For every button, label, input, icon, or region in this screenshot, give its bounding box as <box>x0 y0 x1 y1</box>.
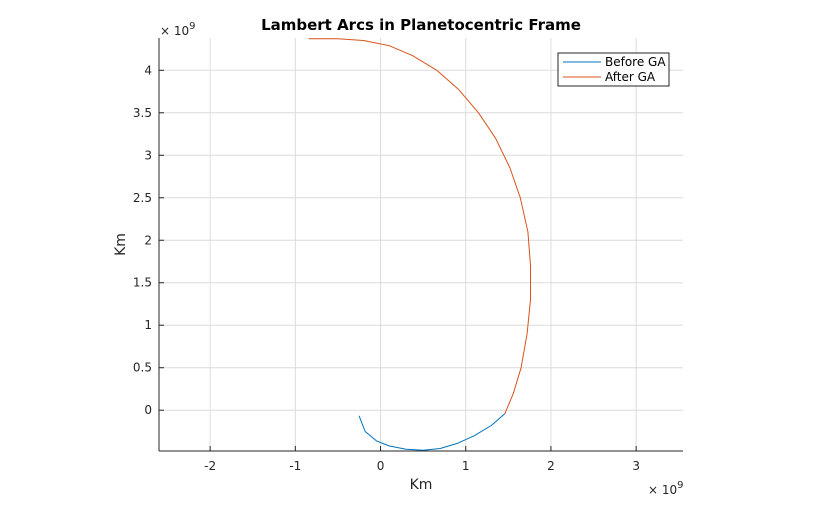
y-tick-label: 4 <box>144 63 152 77</box>
y-axis-label: Km <box>113 233 129 256</box>
y-axis-exponent: × 109 <box>160 21 196 38</box>
y-tick-label: 3.5 <box>133 106 152 120</box>
legend-label-before-ga: Before GA <box>605 55 666 69</box>
y-tick-label: 1 <box>144 318 152 332</box>
legend: Before GA After GA <box>557 52 670 87</box>
x-axis-exponent-base: × 10 <box>648 483 677 497</box>
x-tick-label: -1 <box>289 459 301 473</box>
x-tick-label: -2 <box>204 459 216 473</box>
y-axis-exponent-base: × 10 <box>160 24 189 38</box>
x-axis-exponent: × 109 <box>648 480 684 497</box>
x-tick-label: 0 <box>377 459 385 473</box>
legend-box <box>557 52 670 87</box>
x-tick-label: 3 <box>632 459 640 473</box>
y-tick-label: 0.5 <box>133 361 152 375</box>
grid <box>159 38 683 451</box>
series-layer <box>308 38 531 451</box>
series-line-before-ga <box>358 413 506 451</box>
y-tick-label: 3 <box>144 148 152 162</box>
y-tick-label: 0 <box>144 403 152 417</box>
y-tick-label: 1.5 <box>133 276 152 290</box>
plot-background <box>159 38 683 451</box>
y-axis-exponent-power: 9 <box>189 21 195 32</box>
legend-label-after-ga: After GA <box>605 70 656 84</box>
axes <box>158 38 683 452</box>
x-tick-label: 2 <box>547 459 555 473</box>
y-tick-label: 2 <box>144 233 152 247</box>
y-tick-label: 2.5 <box>133 191 152 205</box>
x-tick-label: 1 <box>462 459 470 473</box>
series-line-after-ga <box>308 38 531 415</box>
x-axis-exponent-power: 9 <box>677 480 683 491</box>
chart-title: Lambert Arcs in Planetocentric Frame <box>261 16 581 34</box>
x-axis-label: Km <box>410 477 433 493</box>
tick-labels: -2 -1 0 1 2 3 0 0.5 1 1.5 2 2.5 3 3.5 4 <box>133 63 640 473</box>
